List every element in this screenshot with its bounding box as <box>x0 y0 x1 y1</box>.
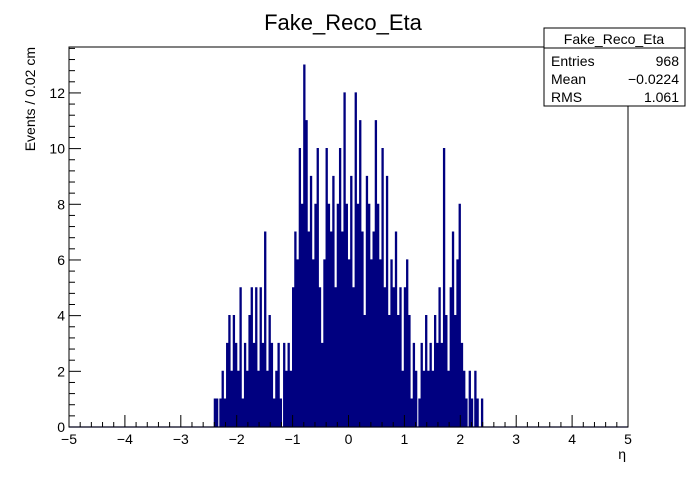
y-tick-label: 0 <box>57 419 65 435</box>
stats-rms-value: 1.061 <box>644 89 679 105</box>
x-tick-label: −4 <box>117 431 133 447</box>
x-axis-ticks: −5 −4 −3 −2 −1 0 1 2 3 4 5 <box>61 415 632 447</box>
x-axis-label: η <box>618 446 626 462</box>
x-tick-label: 3 <box>512 431 520 447</box>
y-tick-label: 2 <box>57 363 65 379</box>
x-tick-label: 2 <box>456 431 464 447</box>
x-tick-label: 0 <box>345 431 353 447</box>
histogram-outline <box>69 64 628 428</box>
x-tick-label: −1 <box>285 431 301 447</box>
y-axis-label: Events / 0.02 cm <box>22 47 38 151</box>
x-tick-label: −2 <box>229 431 245 447</box>
x-tick-label: 5 <box>624 431 632 447</box>
stats-rms-label: RMS <box>551 89 582 105</box>
stats-mean-label: Mean <box>551 71 586 87</box>
x-tick-label: 1 <box>401 431 409 447</box>
y-tick-label: 4 <box>57 308 65 324</box>
y-tick-label: 6 <box>57 252 65 268</box>
stats-box-frame <box>543 27 686 107</box>
stats-box-title: Fake_Reco_Eta <box>564 31 665 47</box>
stats-mean-value: −0.0224 <box>628 71 679 87</box>
y-tick-label: 10 <box>49 141 65 157</box>
stats-box: Fake_Reco_Eta Entries 968 Mean −0.0224 R… <box>543 27 686 107</box>
x-tick-label: −5 <box>61 431 77 447</box>
y-tick-label: 12 <box>49 85 65 101</box>
y-axis-ticks: 0 2 4 6 8 10 12 <box>49 47 81 435</box>
stats-entries-label: Entries <box>551 53 595 69</box>
x-tick-label: −3 <box>173 431 189 447</box>
y-tick-label: 8 <box>57 196 65 212</box>
chart-title: Fake_Reco_Eta <box>264 10 423 35</box>
stats-entries-value: 968 <box>656 53 680 69</box>
x-tick-label: 4 <box>568 431 576 447</box>
